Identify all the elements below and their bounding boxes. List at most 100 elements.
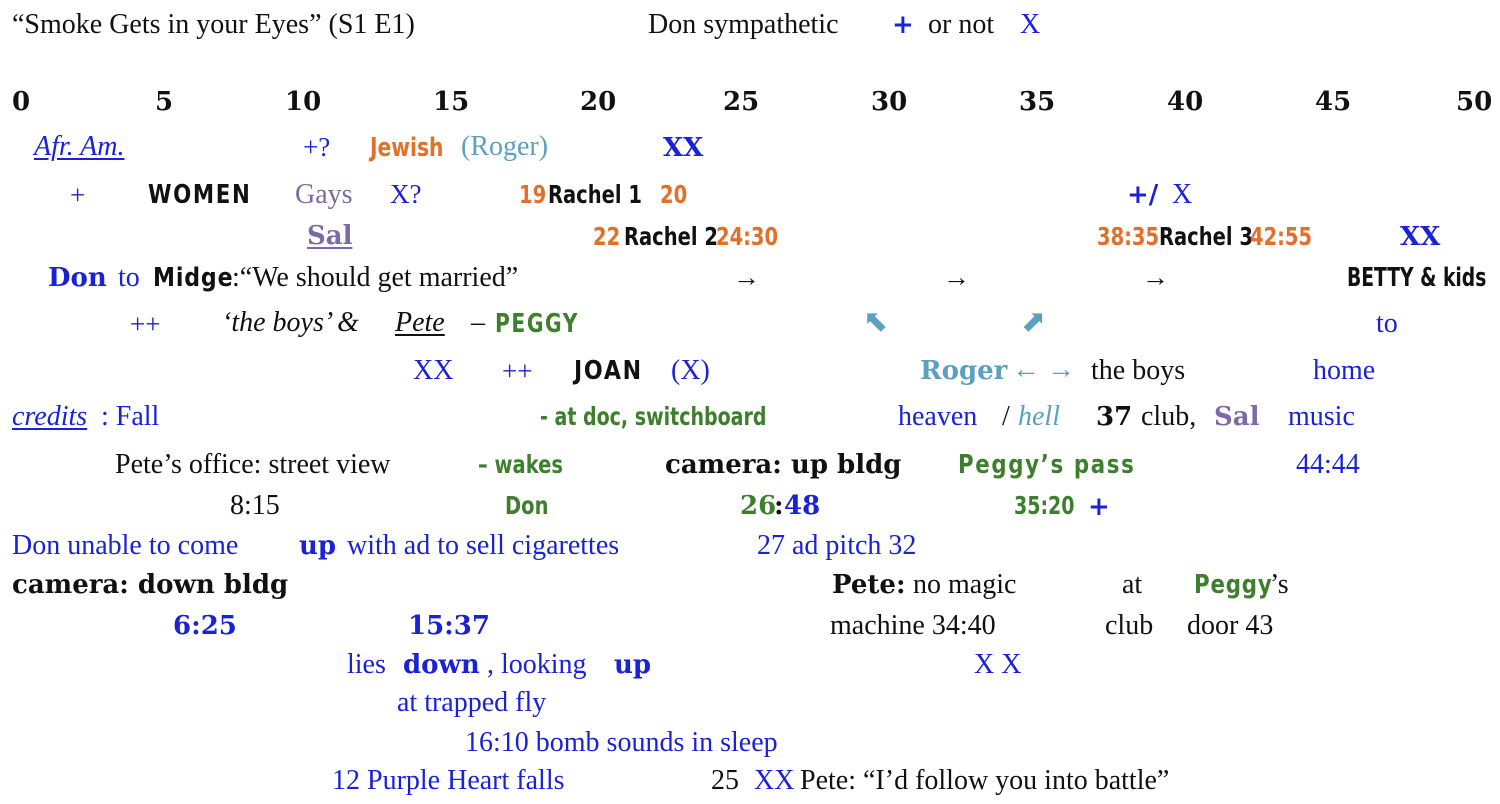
time-35-20: 35:20 [1014, 491, 1075, 520]
axis-tick: 10 [285, 87, 322, 117]
num-25: 25 [711, 765, 739, 796]
wakes-don: Don [505, 491, 549, 520]
club-number: 37 [1096, 402, 1133, 432]
to-label: to [118, 262, 140, 293]
betty-kids-label: BETTY & kids [1347, 263, 1487, 293]
row2-plus: + [70, 180, 86, 210]
x-paren: (X) [671, 355, 710, 386]
sal-label: Sal [307, 221, 353, 251]
row5-plusplus: ++ [130, 309, 161, 339]
lies-label: lies [347, 649, 386, 680]
arrow-right-icon: → [733, 262, 760, 292]
time-8-15: 8:15 [230, 490, 280, 521]
women-label: WOMEN [148, 180, 252, 210]
dash-label: – [471, 307, 485, 338]
purple-heart: 12 Purple Heart falls [332, 765, 565, 796]
legend-label: Don sympathetic [648, 9, 839, 40]
hell-label: hell [1018, 401, 1060, 432]
peggys-door-s: ’s [1270, 569, 1289, 600]
don-unable-up: up [299, 531, 337, 561]
peggy-label: PEGGY [495, 309, 580, 339]
axis-tick: 50 [1456, 87, 1493, 117]
don-unable-part2: with ad to sell cigarettes [347, 530, 620, 561]
gays-label: Gays [295, 179, 353, 210]
don-label: Don [48, 263, 107, 293]
roger-paren: (Roger) [461, 131, 549, 162]
rachel3-label: Rachel 3 [1159, 222, 1253, 251]
arrow-up-left-icon: ⬉ [863, 304, 889, 339]
fall-label: : Fall [101, 401, 160, 432]
to-home-to: to [1376, 308, 1398, 339]
time-44-44: 44:44 [1296, 449, 1360, 480]
plus-slash: +/ [1127, 180, 1159, 210]
bomb-sounds: 16:10 bomb sounds in sleep [465, 727, 778, 758]
time-48: 48 [784, 491, 821, 521]
axis-tick: 20 [580, 87, 617, 117]
sal-music-label: Sal [1214, 402, 1260, 432]
row6-plusplus: ++ [502, 356, 533, 386]
time-6-25: 6:25 [173, 611, 237, 641]
arrow-right-icon: → [943, 262, 970, 292]
down-label: down [403, 650, 480, 680]
pete-label: Pete [395, 307, 445, 338]
afr-am-label: Afr. Am. [34, 131, 125, 162]
ad-pitch: 27 ad pitch 32 [757, 530, 917, 561]
camera-down-bldg: camera: down bldg [12, 570, 289, 600]
time-26: 26 [740, 491, 777, 521]
row2-x: X [1172, 179, 1193, 210]
legend-plus: + [892, 10, 914, 40]
axis-tick: 45 [1315, 87, 1352, 117]
left-right-arrow-icon: ← → [1012, 354, 1075, 385]
peggys-door-peggy: Peggy [1194, 570, 1273, 600]
episode-title: “Smoke Gets in your Eyes” (S1 E1) [12, 9, 415, 40]
petes-office: Pete’s office: street view [115, 449, 391, 480]
wakes-label: – wakes [478, 450, 563, 479]
row16-xx: XX [754, 765, 795, 796]
time-colon: : [774, 491, 784, 521]
the-boys-text: the boys [1091, 355, 1186, 386]
rachel2-label: Rachel 2 [624, 222, 718, 251]
axis-tick: 40 [1167, 87, 1204, 117]
row3-xx: XX [1400, 222, 1441, 252]
married-quote: :“We should get married” [232, 262, 519, 293]
no-magic: no magic [913, 569, 1017, 600]
credits-label: credits [12, 401, 88, 432]
club-at: club [1105, 610, 1154, 641]
legend-x: X [1020, 9, 1041, 40]
don-unable-part1: Don unable to come [12, 530, 239, 561]
axis-tick: 15 [433, 87, 470, 117]
machine-34-40: machine 34:40 [830, 610, 996, 641]
home-label: home [1313, 355, 1376, 386]
axis-tick: 0 [12, 87, 31, 117]
rachel1-start: 19 [519, 180, 547, 209]
pete-battle-quote: Pete: “I’d follow you into battle” [800, 765, 1170, 796]
rachel2-end: 24:30 [716, 222, 779, 251]
axis-tick: 30 [871, 87, 908, 117]
axis-tick: 25 [723, 87, 760, 117]
row13-xx: X X [974, 649, 1022, 680]
doc-switchboard: - at doc, switchboard [540, 402, 767, 431]
arrow-right-icon: → [1142, 262, 1169, 292]
arrow-up-right-icon: ⬈ [1021, 304, 1047, 339]
pete-no-magic-pete: Pete: [832, 570, 906, 600]
trapped-fly: at trapped fly [397, 687, 547, 718]
row6-xx: XX [413, 355, 454, 386]
plus-question: +? [303, 132, 331, 162]
rachel3-end: 42:55 [1250, 222, 1313, 251]
looking-up: up [614, 650, 652, 680]
club-label: club, [1141, 401, 1197, 432]
door-43: door 43 [1187, 610, 1274, 641]
row1-xx: XX [663, 133, 704, 163]
midge-label: Midge [153, 263, 234, 293]
heaven-label: heaven [898, 401, 978, 432]
time-15-37: 15:37 [408, 611, 490, 641]
the-boys-label: ‘the boys’ & [222, 307, 359, 338]
at-label: at [1122, 569, 1143, 600]
roger-label: Roger [920, 356, 1008, 386]
music-label: music [1288, 401, 1355, 432]
x-question: X? [390, 179, 422, 209]
jewish-label: Jewish [370, 133, 444, 163]
row9-plus: + [1088, 492, 1110, 522]
peggys-pass: Peggy’s pass [958, 450, 1136, 480]
